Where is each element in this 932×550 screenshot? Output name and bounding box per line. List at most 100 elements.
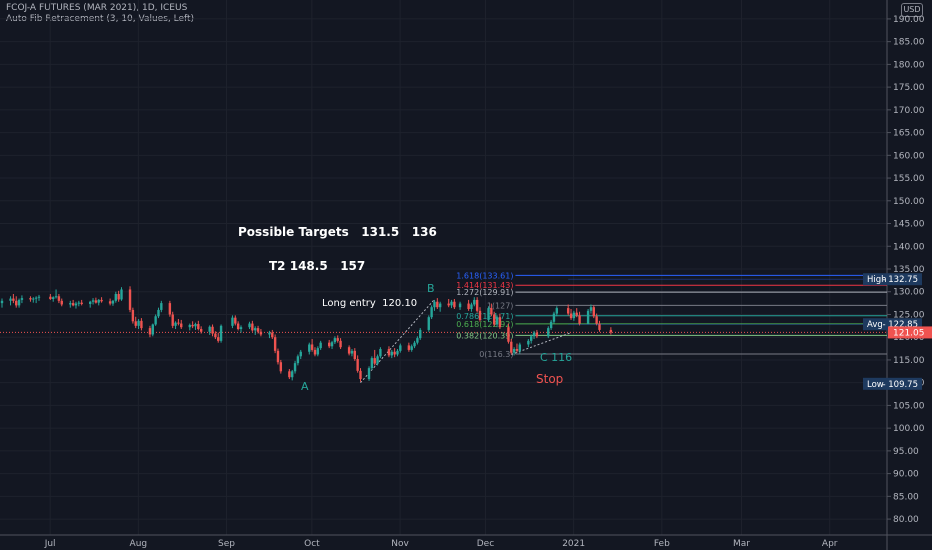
candle-body bbox=[177, 322, 180, 324]
candle-body bbox=[566, 308, 570, 314]
fib-level-label: 1(127) bbox=[487, 301, 514, 310]
candle-body bbox=[333, 338, 337, 343]
candle-body bbox=[180, 323, 183, 328]
candle-body bbox=[458, 303, 462, 308]
candle-body bbox=[0, 300, 4, 304]
fib-level-label: 1.414(131.43) bbox=[456, 281, 513, 290]
price-tag-value: - 132.75 bbox=[882, 275, 918, 285]
candle-body bbox=[387, 349, 391, 356]
candle-body bbox=[475, 299, 479, 311]
candle-body bbox=[148, 328, 152, 335]
candle-body bbox=[532, 332, 536, 337]
y-axis-label: 155.00 bbox=[893, 174, 925, 184]
candle-body bbox=[77, 302, 81, 304]
y-axis-label: 185.00 bbox=[893, 38, 925, 48]
candle-body bbox=[157, 309, 160, 317]
candle-body bbox=[586, 310, 590, 324]
y-axis-label: 180.00 bbox=[893, 60, 925, 70]
candle-body bbox=[589, 307, 593, 311]
trend-line-c bbox=[511, 332, 572, 355]
candle-body bbox=[569, 313, 573, 319]
fib-level-label: 1.618(133.61) bbox=[456, 271, 513, 280]
price-tag-high bbox=[863, 273, 922, 286]
candle-body bbox=[128, 289, 132, 310]
candle-body bbox=[447, 303, 450, 306]
possible-targets-note: Possible Targets 131.5 136 bbox=[238, 225, 437, 239]
candle-body bbox=[17, 299, 21, 306]
y-axis-label: 95.00 bbox=[893, 447, 919, 457]
wave-label-c: C 116 bbox=[540, 351, 573, 364]
candle-body bbox=[174, 322, 177, 326]
candle-body bbox=[609, 329, 613, 333]
candle-body bbox=[416, 338, 419, 343]
candle-body bbox=[376, 356, 379, 364]
candle-body bbox=[299, 351, 302, 357]
price-tag-label: Avg bbox=[867, 320, 883, 330]
y-axis-label: 85.00 bbox=[893, 492, 919, 502]
candle-body bbox=[208, 326, 211, 332]
currency-badge[interactable]: USD bbox=[901, 3, 923, 17]
candle-body bbox=[467, 303, 470, 310]
candle-body bbox=[97, 299, 100, 303]
fib-level-label: 0.382(120.39) bbox=[456, 331, 513, 340]
y-axis-label: 125.00 bbox=[893, 310, 925, 320]
candle-body bbox=[316, 348, 320, 355]
y-axis-label: 140.00 bbox=[893, 242, 925, 252]
candle-body bbox=[507, 327, 510, 342]
candle-body bbox=[598, 323, 601, 330]
candle-body bbox=[234, 317, 237, 324]
candle-body bbox=[430, 307, 433, 318]
candle-body bbox=[399, 345, 402, 351]
y-axis-label: 165.00 bbox=[893, 129, 925, 139]
candle-body bbox=[433, 301, 436, 308]
candle-body bbox=[254, 328, 257, 331]
candle-body bbox=[578, 315, 581, 324]
candle-body bbox=[137, 320, 140, 326]
candle-body bbox=[9, 298, 12, 301]
candle-body bbox=[140, 320, 143, 329]
candle-body bbox=[276, 350, 280, 363]
candle-body bbox=[549, 321, 553, 329]
candle-body bbox=[291, 371, 294, 378]
candle-body bbox=[347, 347, 351, 354]
y-axis-label: 100.00 bbox=[893, 424, 925, 434]
price-tag-low bbox=[863, 377, 922, 390]
candle-body bbox=[356, 359, 359, 371]
candle-body bbox=[419, 329, 422, 339]
x-axis-label: Nov bbox=[391, 539, 409, 549]
candle-body bbox=[535, 332, 539, 337]
fib-level-label: 0(116.3) bbox=[479, 350, 513, 359]
candle-body bbox=[350, 350, 354, 354]
candle-body bbox=[32, 298, 35, 300]
x-axis-label: Apr bbox=[822, 539, 838, 549]
candle-body bbox=[60, 300, 63, 305]
y-axis-label: 135.00 bbox=[893, 265, 925, 275]
price-tag-value: - 109.75 bbox=[882, 380, 918, 390]
y-axis-label: 80.00 bbox=[893, 515, 919, 525]
candle-body bbox=[393, 351, 396, 355]
x-axis-label: Sep bbox=[218, 539, 235, 549]
candle-body bbox=[427, 317, 430, 330]
candle-body bbox=[120, 289, 123, 300]
candle-body bbox=[478, 310, 482, 320]
x-axis-label: 2021 bbox=[562, 539, 585, 549]
candle-body bbox=[330, 342, 334, 347]
candle-body bbox=[373, 358, 376, 364]
candle-body bbox=[293, 363, 297, 372]
candle-body bbox=[15, 300, 18, 306]
candle-body bbox=[134, 321, 137, 326]
price-tag-value: - 122.85 bbox=[882, 320, 918, 330]
candle-body bbox=[510, 341, 513, 353]
candle-body bbox=[89, 301, 92, 305]
candle-body bbox=[69, 303, 72, 305]
candle-body bbox=[236, 323, 240, 330]
candle-body bbox=[12, 298, 15, 301]
y-axis-label: 105.00 bbox=[893, 401, 925, 411]
candle-body bbox=[199, 329, 203, 332]
candle-body bbox=[527, 340, 530, 345]
candle-body bbox=[191, 324, 194, 327]
x-axis-label: Oct bbox=[304, 539, 320, 549]
candle-body bbox=[271, 332, 274, 338]
candle-body bbox=[20, 298, 24, 300]
